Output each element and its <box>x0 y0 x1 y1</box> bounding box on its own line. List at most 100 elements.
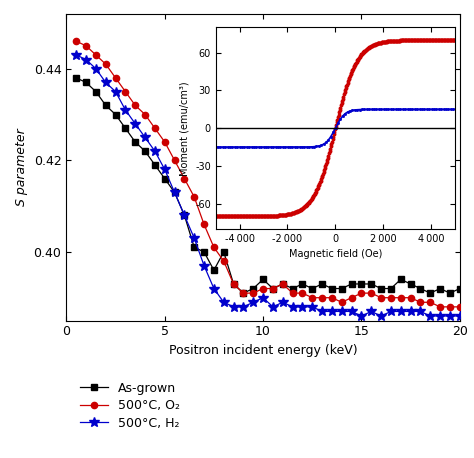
500°C, O₂ <box>260 286 266 291</box>
As-grown <box>300 281 305 287</box>
As-grown <box>83 80 89 85</box>
As-grown <box>250 286 256 291</box>
500°C, H₂ <box>457 313 463 319</box>
As-grown <box>280 281 285 287</box>
500°C, O₂ <box>339 300 345 305</box>
500°C, O₂ <box>388 295 394 300</box>
As-grown <box>73 75 79 81</box>
Y-axis label: Moment (emu/cm³): Moment (emu/cm³) <box>180 81 190 175</box>
As-grown <box>447 290 453 296</box>
500°C, H₂ <box>113 89 118 94</box>
500°C, O₂ <box>240 290 246 296</box>
500°C, O₂ <box>437 304 443 310</box>
500°C, H₂ <box>132 121 138 126</box>
500°C, H₂ <box>240 304 246 310</box>
500°C, O₂ <box>368 290 374 296</box>
As-grown <box>191 245 197 250</box>
As-grown <box>240 290 246 296</box>
500°C, O₂ <box>349 295 355 300</box>
500°C, O₂ <box>73 38 79 44</box>
500°C, H₂ <box>368 309 374 314</box>
500°C, O₂ <box>418 300 423 305</box>
500°C, H₂ <box>201 263 207 268</box>
500°C, H₂ <box>310 304 315 310</box>
500°C, O₂ <box>172 158 177 163</box>
As-grown <box>152 162 158 168</box>
500°C, H₂ <box>270 304 276 310</box>
As-grown <box>260 277 266 282</box>
X-axis label: Positron incident energy (keV): Positron incident energy (keV) <box>169 344 357 357</box>
500°C, H₂ <box>73 52 79 58</box>
As-grown <box>378 286 384 291</box>
As-grown <box>310 286 315 291</box>
As-grown <box>172 190 177 195</box>
500°C, H₂ <box>290 304 295 310</box>
As-grown <box>221 249 227 255</box>
Line: 500°C, O₂: 500°C, O₂ <box>73 38 463 310</box>
As-grown <box>132 139 138 145</box>
500°C, O₂ <box>221 258 227 264</box>
500°C, O₂ <box>310 295 315 300</box>
500°C, H₂ <box>358 313 364 319</box>
500°C, O₂ <box>398 295 403 300</box>
500°C, H₂ <box>329 309 335 314</box>
500°C, H₂ <box>191 235 197 241</box>
500°C, H₂ <box>83 57 89 62</box>
500°C, H₂ <box>162 167 167 172</box>
As-grown <box>319 281 325 287</box>
500°C, H₂ <box>388 309 394 314</box>
500°C, H₂ <box>339 309 345 314</box>
500°C, H₂ <box>398 309 403 314</box>
500°C, H₂ <box>408 309 413 314</box>
500°C, O₂ <box>201 222 207 227</box>
500°C, H₂ <box>182 213 187 218</box>
500°C, O₂ <box>280 281 285 287</box>
500°C, O₂ <box>182 176 187 181</box>
500°C, O₂ <box>319 295 325 300</box>
As-grown <box>388 286 394 291</box>
500°C, O₂ <box>300 290 305 296</box>
Legend: As-grown, 500°C, O₂, 500°C, H₂: As-grown, 500°C, O₂, 500°C, H₂ <box>81 382 180 430</box>
As-grown <box>270 286 276 291</box>
500°C, H₂ <box>231 304 237 310</box>
500°C, O₂ <box>457 304 463 310</box>
500°C, H₂ <box>103 80 109 85</box>
500°C, H₂ <box>93 66 99 71</box>
Y-axis label: S parameter: S parameter <box>15 128 28 206</box>
As-grown <box>142 148 148 154</box>
500°C, H₂ <box>211 286 217 291</box>
As-grown <box>122 125 128 131</box>
As-grown <box>358 281 364 287</box>
500°C, O₂ <box>152 125 158 131</box>
500°C, O₂ <box>191 194 197 200</box>
500°C, H₂ <box>260 295 266 300</box>
As-grown <box>368 281 374 287</box>
500°C, H₂ <box>221 300 227 305</box>
500°C, H₂ <box>447 313 453 319</box>
500°C, O₂ <box>231 281 237 287</box>
As-grown <box>290 286 295 291</box>
500°C, O₂ <box>270 286 276 291</box>
500°C, O₂ <box>250 290 256 296</box>
X-axis label: Magnetic field (Oe): Magnetic field (Oe) <box>289 250 382 259</box>
500°C, O₂ <box>358 290 364 296</box>
500°C, H₂ <box>122 107 128 113</box>
500°C, O₂ <box>378 295 384 300</box>
500°C, H₂ <box>428 313 433 319</box>
As-grown <box>418 286 423 291</box>
500°C, H₂ <box>418 309 423 314</box>
500°C, H₂ <box>250 300 256 305</box>
500°C, O₂ <box>113 75 118 81</box>
Line: 500°C, H₂: 500°C, H₂ <box>71 50 465 321</box>
As-grown <box>437 286 443 291</box>
500°C, H₂ <box>280 300 285 305</box>
500°C, O₂ <box>329 295 335 300</box>
As-grown <box>182 213 187 218</box>
500°C, H₂ <box>172 190 177 195</box>
500°C, O₂ <box>290 290 295 296</box>
500°C, H₂ <box>349 309 355 314</box>
As-grown <box>329 286 335 291</box>
500°C, O₂ <box>93 52 99 58</box>
As-grown <box>408 281 413 287</box>
As-grown <box>201 249 207 255</box>
